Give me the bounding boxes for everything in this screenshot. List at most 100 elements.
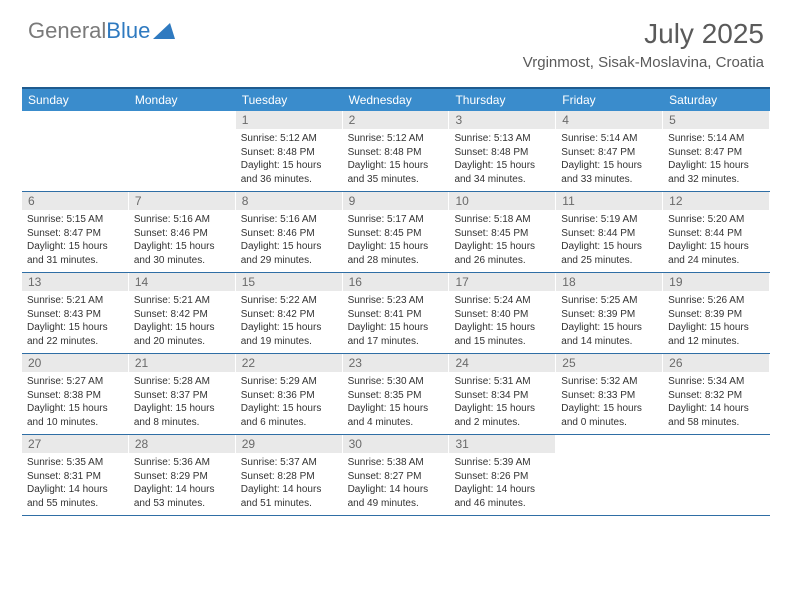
week-row: 27Sunrise: 5:35 AMSunset: 8:31 PMDayligh… [22, 435, 770, 516]
day-details: Sunrise: 5:17 AMSunset: 8:45 PMDaylight:… [343, 210, 449, 272]
day-detail-line: Sunset: 8:47 PM [668, 146, 764, 160]
day-number: 29 [236, 435, 342, 453]
day-number: 17 [449, 273, 555, 291]
day-detail-line: Daylight: 15 hours and 8 minutes. [134, 402, 230, 429]
day-detail-line: Sunset: 8:48 PM [241, 146, 337, 160]
day-details [22, 129, 128, 137]
day-detail-line: Daylight: 15 hours and 17 minutes. [348, 321, 444, 348]
day-detail-line: Daylight: 15 hours and 2 minutes. [454, 402, 550, 429]
logo: GeneralBlue [28, 18, 175, 44]
day-detail-line: Sunrise: 5:30 AM [348, 375, 444, 389]
week-row: 1Sunrise: 5:12 AMSunset: 8:48 PMDaylight… [22, 111, 770, 192]
day-detail-line: Sunset: 8:46 PM [241, 227, 337, 241]
day-number: 13 [22, 273, 128, 291]
day-details: Sunrise: 5:24 AMSunset: 8:40 PMDaylight:… [449, 291, 555, 353]
day-cell: 19 Sunrise: 5:26 AMSunset: 8:39 PMDayligh… [663, 273, 770, 353]
day-number: 26 [663, 354, 769, 372]
day-detail-line: Daylight: 15 hours and 26 minutes. [454, 240, 550, 267]
day-detail-line: Sunrise: 5:36 AM [134, 456, 230, 470]
day-detail-line: Daylight: 15 hours and 31 minutes. [27, 240, 123, 267]
day-details: Sunrise: 5:36 AMSunset: 8:29 PMDaylight:… [129, 453, 235, 515]
day-number: 24 [449, 354, 555, 372]
day-number [129, 111, 235, 129]
day-detail-line: Sunrise: 5:15 AM [27, 213, 123, 227]
weeks-container: 1Sunrise: 5:12 AMSunset: 8:48 PMDaylight… [22, 111, 770, 516]
day-detail-line: Daylight: 15 hours and 22 minutes. [27, 321, 123, 348]
dow-cell: Saturday [663, 89, 770, 111]
page-header: GeneralBlue July 2025 Vrginmost, Sisak-M… [0, 0, 792, 79]
day-number: 31 [449, 435, 555, 453]
day-details: Sunrise: 5:18 AMSunset: 8:45 PMDaylight:… [449, 210, 555, 272]
day-details: Sunrise: 5:27 AMSunset: 8:38 PMDaylight:… [22, 372, 128, 434]
day-cell: 28Sunrise: 5:36 AMSunset: 8:29 PMDayligh… [129, 435, 236, 515]
day-details: Sunrise: 5:39 AMSunset: 8:26 PMDaylight:… [449, 453, 555, 515]
day-detail-line: Daylight: 15 hours and 14 minutes. [561, 321, 657, 348]
day-number: 28 [129, 435, 235, 453]
dow-cell: Friday [556, 89, 663, 111]
day-details: Sunrise: 5:30 AMSunset: 8:35 PMDaylight:… [343, 372, 449, 434]
day-details: Sunrise: 5:22 AMSunset: 8:42 PMDaylight:… [236, 291, 342, 353]
day-detail-line: Sunset: 8:36 PM [241, 389, 337, 403]
dow-cell: Thursday [449, 89, 556, 111]
day-detail-line: Sunset: 8:39 PM [668, 308, 764, 322]
day-detail-line: Daylight: 14 hours and 49 minutes. [348, 483, 444, 510]
day-detail-line: Sunset: 8:34 PM [454, 389, 550, 403]
week-row: 20Sunrise: 5:27 AMSunset: 8:38 PMDayligh… [22, 354, 770, 435]
day-detail-line: Daylight: 15 hours and 29 minutes. [241, 240, 337, 267]
day-detail-line: Sunset: 8:41 PM [348, 308, 444, 322]
day-detail-line: Sunrise: 5:22 AM [241, 294, 337, 308]
day-detail-line: Daylight: 15 hours and 34 minutes. [454, 159, 550, 186]
day-detail-line: Sunrise: 5:12 AM [348, 132, 444, 146]
day-cell: 9Sunrise: 5:17 AMSunset: 8:45 PMDaylight… [343, 192, 450, 272]
day-cell: 5Sunrise: 5:14 AMSunset: 8:47 PMDaylight… [663, 111, 770, 191]
day-number: 27 [22, 435, 128, 453]
day-detail-line: Sunset: 8:44 PM [561, 227, 657, 241]
day-detail-line: Sunrise: 5:16 AM [134, 213, 230, 227]
dow-cell: Tuesday [236, 89, 343, 111]
day-number: 19 [663, 273, 769, 291]
day-detail-line: Sunrise: 5:20 AM [668, 213, 764, 227]
day-cell: 29Sunrise: 5:37 AMSunset: 8:28 PMDayligh… [236, 435, 343, 515]
day-details: Sunrise: 5:16 AMSunset: 8:46 PMDaylight:… [236, 210, 342, 272]
day-details: Sunrise: 5:34 AMSunset: 8:32 PMDaylight:… [663, 372, 769, 434]
day-detail-line: Sunset: 8:26 PM [454, 470, 550, 484]
day-details: Sunrise: 5:12 AMSunset: 8:48 PMDaylight:… [236, 129, 342, 191]
day-detail-line: Sunrise: 5:14 AM [668, 132, 764, 146]
day-cell: 16Sunrise: 5:23 AMSunset: 8:41 PMDayligh… [343, 273, 450, 353]
day-number: 7 [129, 192, 235, 210]
day-detail-line: Daylight: 14 hours and 53 minutes. [134, 483, 230, 510]
day-detail-line: Daylight: 15 hours and 28 minutes. [348, 240, 444, 267]
day-detail-line: Daylight: 14 hours and 55 minutes. [27, 483, 123, 510]
day-details: Sunrise: 5:29 AMSunset: 8:36 PMDaylight:… [236, 372, 342, 434]
month-title: July 2025 [523, 18, 764, 50]
day-cell: 17Sunrise: 5:24 AMSunset: 8:40 PMDayligh… [449, 273, 556, 353]
day-number: 20 [22, 354, 128, 372]
week-row: 13Sunrise: 5:21 AMSunset: 8:43 PMDayligh… [22, 273, 770, 354]
day-detail-line: Sunset: 8:45 PM [454, 227, 550, 241]
day-detail-line: Daylight: 15 hours and 12 minutes. [668, 321, 764, 348]
day-cell: 6Sunrise: 5:15 AMSunset: 8:47 PMDaylight… [22, 192, 129, 272]
day-detail-line: Daylight: 15 hours and 10 minutes. [27, 402, 123, 429]
day-detail-line: Sunrise: 5:34 AM [668, 375, 764, 389]
day-detail-line: Sunset: 8:45 PM [348, 227, 444, 241]
day-detail-line: Daylight: 15 hours and 24 minutes. [668, 240, 764, 267]
day-cell: 31Sunrise: 5:39 AMSunset: 8:26 PMDayligh… [449, 435, 556, 515]
day-detail-line: Sunrise: 5:26 AM [668, 294, 764, 308]
day-detail-line: Sunrise: 5:28 AM [134, 375, 230, 389]
day-detail-line: Sunrise: 5:21 AM [27, 294, 123, 308]
day-cell: 14Sunrise: 5:21 AMSunset: 8:42 PMDayligh… [129, 273, 236, 353]
day-detail-line: Daylight: 14 hours and 46 minutes. [454, 483, 550, 510]
day-detail-line: Daylight: 15 hours and 19 minutes. [241, 321, 337, 348]
day-details: Sunrise: 5:15 AMSunset: 8:47 PMDaylight:… [22, 210, 128, 272]
logo-triangle-icon [153, 23, 175, 39]
day-cell: 7Sunrise: 5:16 AMSunset: 8:46 PMDaylight… [129, 192, 236, 272]
day-detail-line: Daylight: 15 hours and 15 minutes. [454, 321, 550, 348]
day-detail-line: Sunset: 8:31 PM [27, 470, 123, 484]
day-detail-line: Sunrise: 5:17 AM [348, 213, 444, 227]
dow-cell: Monday [129, 89, 236, 111]
day-details: Sunrise: 5:19 AMSunset: 8:44 PMDaylight:… [556, 210, 662, 272]
day-number: 15 [236, 273, 342, 291]
day-cell: 26Sunrise: 5:34 AMSunset: 8:32 PMDayligh… [663, 354, 770, 434]
logo-word1: General [28, 18, 106, 44]
title-block: July 2025 Vrginmost, Sisak-Moslavina, Cr… [523, 18, 764, 71]
